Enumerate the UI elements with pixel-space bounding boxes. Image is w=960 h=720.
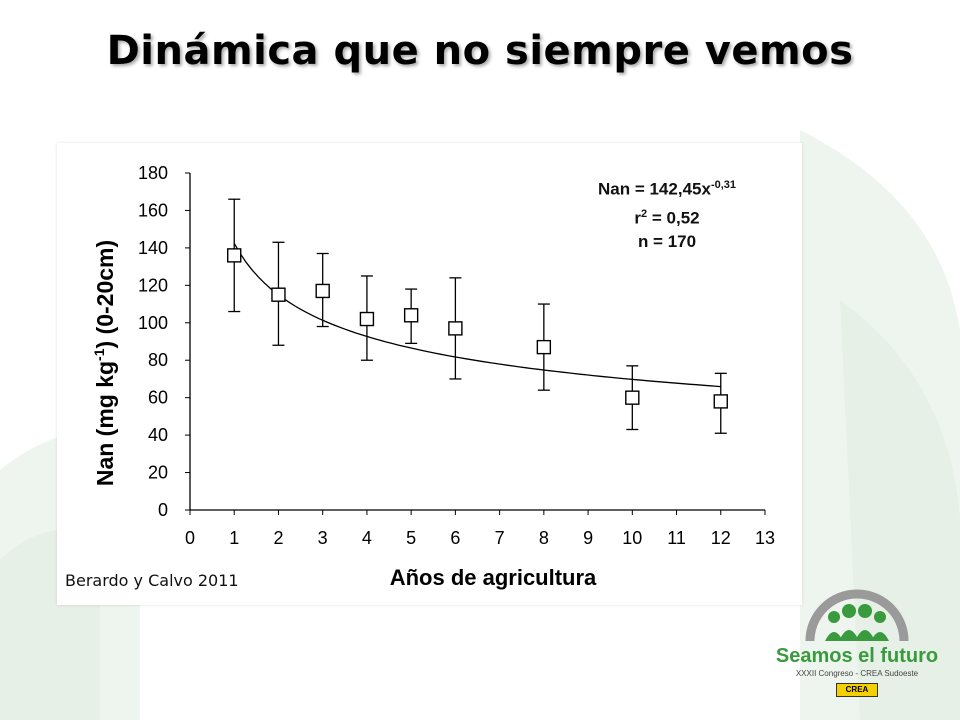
chart-panel: 0 20 40 60 80 100 120 140 160 180 0 1 2 3 4 5 6 7 8 9 10 11 1… [57,143,802,605]
x-tick-label: 0 [185,528,195,548]
chart-axes [185,172,766,515]
x-tick-label: 6 [450,528,460,548]
equation-exponent: -0,31 [710,179,737,191]
fit-curve-path [233,242,721,388]
y-axis-label-main: Nan (mg kg [92,361,118,486]
r2-value: = 0,52 [651,208,700,228]
x-tick-label: 3 [318,528,328,548]
equation-rhs: = 142,45x [634,179,711,199]
y-axis-label-tail: ) (0-20cm) [92,240,118,349]
x-tick-label: 13 [755,528,775,548]
y-axis-label-sup: -1 [91,348,107,361]
y-tick-label: 160 [138,200,168,220]
y-tick-label: 0 [158,500,168,520]
y-tick-label: 180 [138,163,168,183]
y-tick-label: 80 [148,350,168,370]
r2-sup: 2 [641,207,648,220]
seamos-el-futuro-logo: Seamos el futuro XXXII Congreso - CREA S… [772,583,942,703]
slide-title: Dinámica que no siempre vemos [106,28,854,74]
x-tick-label: 12 [711,528,731,548]
fit-curve [233,242,721,388]
data-point [359,311,375,327]
x-tick-label: 11 [667,528,686,548]
y-tick-label: 40 [148,425,168,445]
logo-subtitle: XXXII Congreso - CREA Sudoeste [795,669,919,678]
data-point [403,308,419,323]
y-tick-label: 100 [138,313,168,333]
x-tick-label: 10 [622,528,642,548]
x-tick-labels: 0 1 2 3 4 5 6 7 8 9 10 11 12 13 [185,528,775,548]
y-tick-label: 60 [148,388,168,408]
data-points [227,248,728,409]
x-tick-label: 5 [406,528,416,548]
x-tick-label: 7 [495,528,505,548]
x-tick-label: 2 [273,528,283,548]
r2-label: r [634,208,641,228]
x-tick-label: 4 [362,528,372,548]
citation: Berardo y Calvo 2011 [65,571,239,590]
regression-equation: Nan = 142,45x-0,31 r2 = 0,52 n = 170 [567,173,767,254]
data-point [625,390,640,405]
data-point [536,339,552,355]
data-point [271,287,286,302]
y-tick-labels: 0 20 40 60 80 100 120 140 160 180 [138,163,168,520]
data-point [448,321,463,336]
n-line: n = 170 [637,232,697,252]
y-tick-label: 140 [138,238,168,258]
data-point [227,248,242,263]
data-point [315,283,330,299]
x-tick-label: 1 [229,528,239,548]
y-tick-label: 120 [138,275,168,295]
equation-line: Nan = 142,45x-0,31 [567,173,767,202]
x-axis-label: Años de agricultura [390,565,597,590]
logo-name: Seamos el futuro [775,645,939,667]
y-axis-label: Nan (mg kg-1) (0-20cm) [91,240,118,486]
x-tick-label: 9 [583,528,593,548]
crea-badge: CREA [836,683,878,697]
equation-lhs: Nan [597,179,631,199]
r2-line: r2 = 0,52 [567,202,767,231]
logo-people-icon [805,589,909,642]
x-tick-label: 8 [539,528,549,548]
y-tick-label: 20 [148,463,168,483]
data-point [713,394,728,409]
